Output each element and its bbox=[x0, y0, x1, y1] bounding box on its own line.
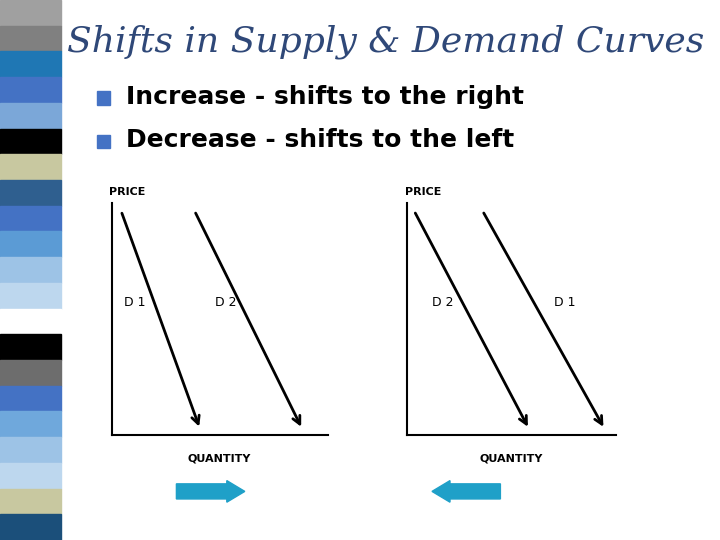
FancyArrow shape bbox=[432, 481, 500, 502]
Text: Shifts in Supply & Demand Curves: Shifts in Supply & Demand Curves bbox=[66, 24, 704, 59]
Bar bbox=[0, 360, 61, 386]
Text: QUANTITY: QUANTITY bbox=[480, 454, 543, 464]
Bar bbox=[97, 91, 110, 105]
Bar bbox=[0, 283, 61, 308]
Bar bbox=[0, 437, 61, 463]
Bar bbox=[0, 103, 61, 129]
Bar bbox=[0, 386, 61, 411]
Bar bbox=[0, 257, 61, 283]
Bar bbox=[0, 489, 61, 514]
Text: D 2: D 2 bbox=[215, 296, 236, 309]
Bar bbox=[0, 463, 61, 489]
Bar bbox=[0, 514, 61, 540]
Text: D 1: D 1 bbox=[554, 296, 576, 309]
Text: D 1: D 1 bbox=[124, 296, 145, 309]
Text: PRICE: PRICE bbox=[405, 187, 441, 197]
Bar bbox=[0, 232, 61, 257]
FancyArrow shape bbox=[176, 481, 245, 502]
Bar bbox=[0, 180, 61, 206]
Bar bbox=[0, 334, 61, 360]
Bar bbox=[0, 206, 61, 232]
Text: PRICE: PRICE bbox=[109, 187, 146, 197]
Bar bbox=[97, 134, 110, 148]
Bar bbox=[0, 26, 61, 51]
Bar bbox=[0, 154, 61, 180]
Bar bbox=[0, 77, 61, 103]
Bar bbox=[0, 0, 61, 26]
Bar bbox=[0, 51, 61, 77]
Text: QUANTITY: QUANTITY bbox=[188, 454, 251, 464]
Text: D 2: D 2 bbox=[432, 296, 454, 309]
Text: Increase - shifts to the right: Increase - shifts to the right bbox=[126, 85, 524, 109]
Text: Decrease - shifts to the left: Decrease - shifts to the left bbox=[126, 129, 514, 152]
Bar bbox=[0, 129, 61, 154]
Bar bbox=[0, 411, 61, 437]
Bar bbox=[0, 308, 61, 334]
